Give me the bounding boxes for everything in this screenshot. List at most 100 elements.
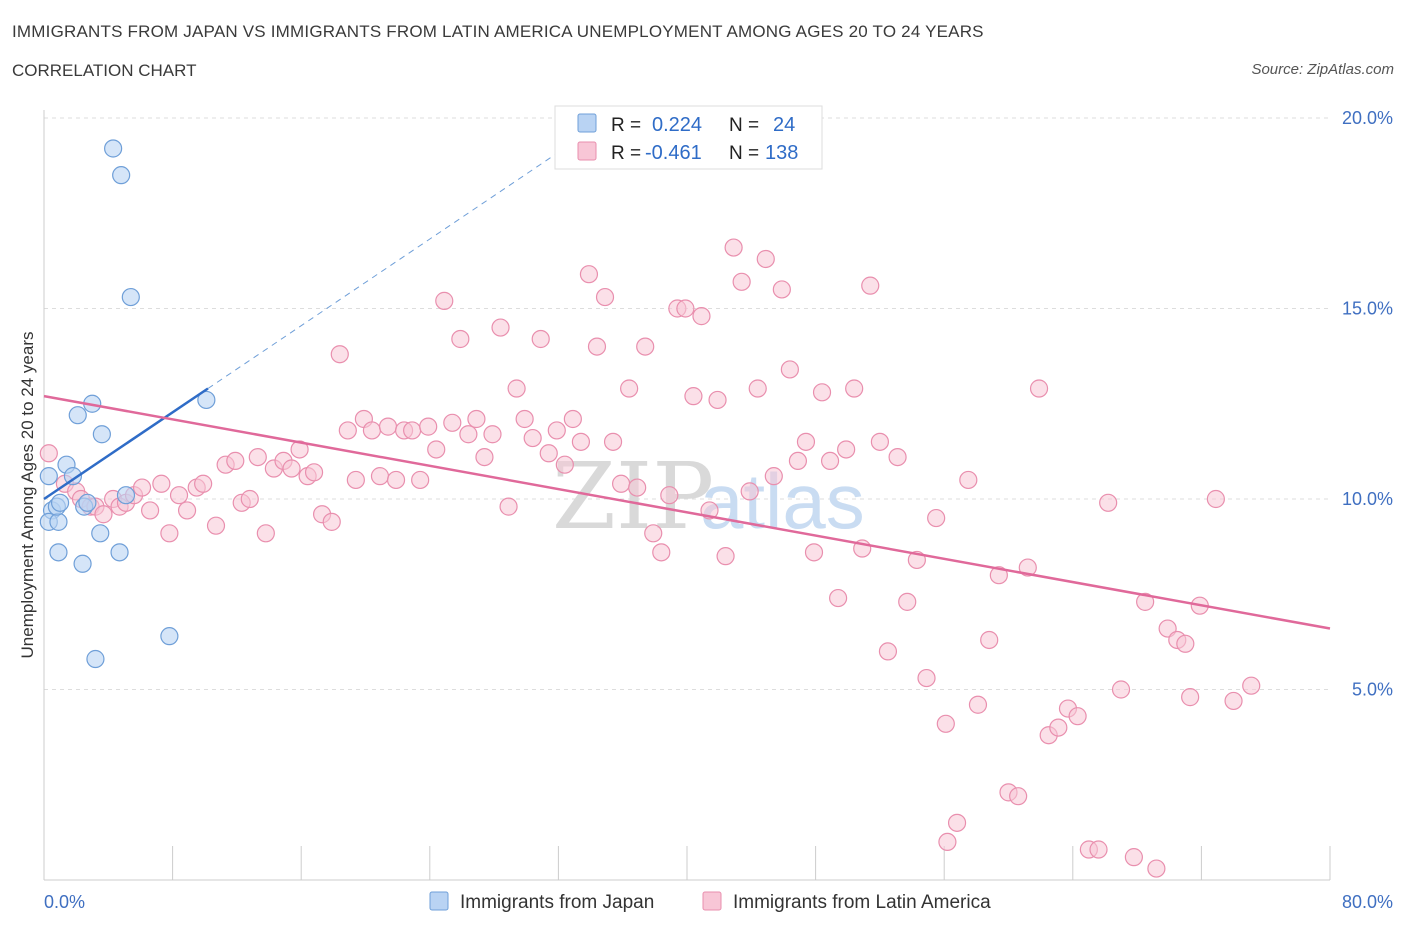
japan-point-3 bbox=[49, 512, 68, 531]
y-tick-labels: 5.0% 10.0% 15.0% 20.0% bbox=[1342, 108, 1393, 700]
japan-point-18 bbox=[160, 627, 179, 646]
latin-point-46 bbox=[427, 440, 446, 459]
latin-point-43 bbox=[403, 421, 422, 440]
latin-point-104 bbox=[898, 592, 917, 611]
latin-point-106 bbox=[917, 668, 936, 688]
latin-point-71 bbox=[628, 478, 647, 497]
latin-point-64 bbox=[571, 432, 591, 451]
latin-point-115 bbox=[1009, 787, 1028, 806]
x-tick-label-min: 0.0% bbox=[44, 892, 85, 912]
japan-point-12 bbox=[92, 425, 111, 444]
stats-legend: R = 0.224 N = 24 R = -0.461 N = 138 bbox=[554, 105, 823, 170]
latin-point-75 bbox=[660, 486, 679, 505]
latin-point-47 bbox=[435, 291, 454, 310]
latin-point-81 bbox=[708, 390, 727, 410]
latin-point-49 bbox=[451, 329, 470, 349]
japan-point-22 bbox=[112, 166, 131, 185]
latin-point-101 bbox=[870, 432, 890, 451]
latin-point-102 bbox=[878, 642, 898, 661]
watermark-zip: ZIP bbox=[552, 443, 714, 550]
latin-point-36 bbox=[346, 470, 365, 490]
latin-point-89 bbox=[772, 280, 791, 299]
legend-japan-swatch bbox=[577, 113, 597, 133]
latin-point-56 bbox=[507, 379, 526, 398]
latin-point-45 bbox=[419, 417, 438, 436]
japan-point-17 bbox=[86, 649, 105, 669]
latin-point-48 bbox=[443, 413, 462, 432]
japan-points bbox=[39, 139, 216, 669]
legend-japan-r-label: R = bbox=[611, 115, 641, 136]
latin-point-136 bbox=[938, 832, 957, 852]
latin-point-78 bbox=[684, 387, 703, 406]
latin-point-128 bbox=[1147, 859, 1166, 878]
latin-point-33 bbox=[322, 512, 341, 531]
latin-point-50 bbox=[459, 425, 478, 444]
chart-title: IMMIGRANTS FROM JAPAN VS IMMIGRANTS FROM… bbox=[12, 22, 984, 41]
latin-point-85 bbox=[740, 482, 759, 501]
chart-subtitle: CORRELATION CHART bbox=[12, 61, 197, 80]
latin-point-28 bbox=[282, 459, 301, 478]
latin-point-16 bbox=[177, 501, 197, 520]
latin-point-133 bbox=[1206, 489, 1225, 509]
latin-point-55 bbox=[499, 497, 518, 516]
series-legend-japan-label: Immigrants from Japan bbox=[460, 892, 654, 913]
japan-point-9 bbox=[78, 493, 97, 512]
latin-point-70 bbox=[620, 379, 639, 398]
latin-point-84 bbox=[732, 272, 751, 291]
japan-point-5 bbox=[50, 493, 70, 512]
latin-point-112 bbox=[980, 630, 999, 650]
latin-point-24 bbox=[248, 447, 267, 467]
latin-point-109 bbox=[947, 813, 967, 832]
latin-point-95 bbox=[820, 451, 840, 470]
latin-point-103 bbox=[888, 447, 907, 467]
watermark-atlas: atlas bbox=[700, 457, 865, 545]
y-axis-label: Unemployment Among Ages 20 to 24 years bbox=[18, 332, 37, 659]
legend-latin-r-label: R = bbox=[611, 143, 641, 164]
japan-trend-line bbox=[43, 387, 209, 501]
latin-point-72 bbox=[636, 337, 655, 356]
latin-point-126 bbox=[1124, 848, 1143, 867]
y-tick-label-1: 10.0% bbox=[1342, 489, 1393, 509]
latin-point-62 bbox=[555, 455, 574, 474]
latin-point-83 bbox=[724, 238, 743, 257]
latin-point-124 bbox=[1099, 493, 1118, 512]
latin-point-39 bbox=[370, 467, 390, 486]
latin-point-21 bbox=[226, 451, 245, 470]
latin-point-77 bbox=[676, 299, 695, 318]
latin-point-66 bbox=[587, 337, 607, 356]
latin-point-86 bbox=[748, 379, 767, 398]
japan-point-13 bbox=[91, 524, 110, 543]
latin-point-60 bbox=[539, 444, 558, 463]
latin-point-98 bbox=[845, 379, 864, 398]
latin-point-51 bbox=[467, 409, 486, 429]
latin-point-79 bbox=[692, 307, 711, 326]
y-tick-label-0: 5.0% bbox=[1352, 680, 1393, 700]
latin-point-57 bbox=[515, 409, 534, 429]
latin-point-58 bbox=[523, 428, 542, 448]
latin-point-25 bbox=[256, 524, 275, 543]
series-legend-latin-label: Immigrants from Latin America bbox=[733, 892, 991, 913]
latin-point-87 bbox=[756, 249, 775, 269]
latin-point-0 bbox=[39, 444, 58, 463]
latin-point-13 bbox=[152, 474, 171, 493]
latin-point-127 bbox=[1136, 592, 1155, 611]
japan-point-21 bbox=[104, 139, 123, 158]
latin-point-12 bbox=[140, 501, 160, 520]
latin-point-35 bbox=[338, 421, 357, 440]
latin-point-108 bbox=[936, 714, 955, 733]
latin-point-73 bbox=[644, 524, 663, 543]
latin-point-31 bbox=[304, 463, 324, 482]
latin-point-61 bbox=[547, 421, 566, 440]
japan-point-14 bbox=[73, 554, 92, 573]
latin-point-34 bbox=[330, 345, 349, 364]
japan-trend-extension bbox=[207, 146, 567, 389]
latin-point-44 bbox=[411, 470, 430, 490]
latin-point-82 bbox=[716, 547, 735, 566]
latin-point-110 bbox=[959, 470, 978, 490]
latin-point-19 bbox=[206, 516, 226, 535]
legend-japan-n-label: N = bbox=[729, 115, 759, 136]
series-legend: Immigrants from Japan Immigrants from La… bbox=[429, 891, 991, 913]
latin-point-40 bbox=[378, 417, 398, 436]
latin-point-29 bbox=[290, 440, 309, 459]
